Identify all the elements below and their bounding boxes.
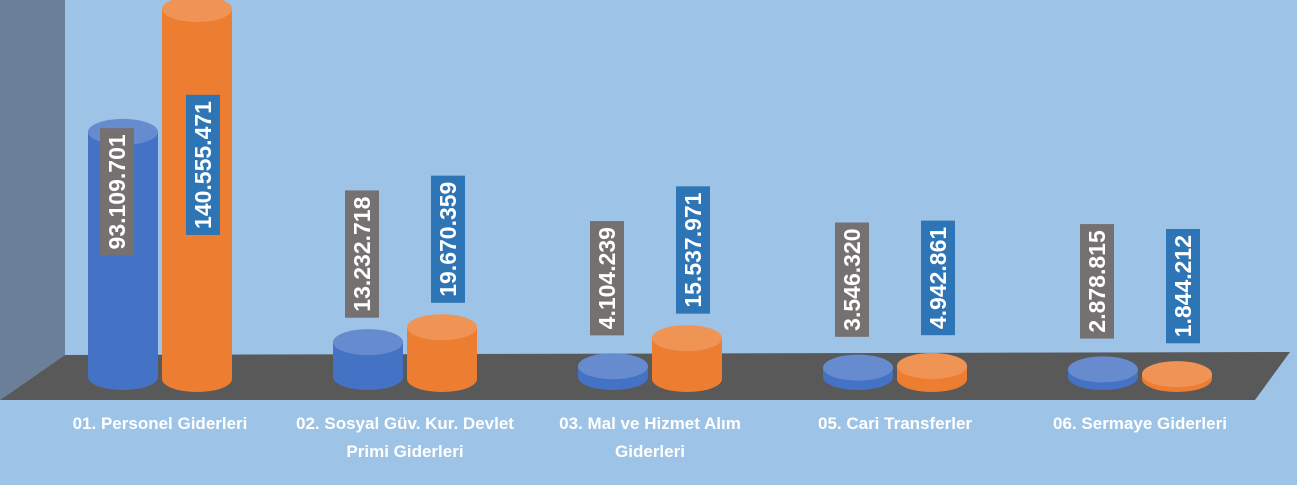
data-label-text: 4.104.239 <box>594 227 620 329</box>
data-label-box <box>100 128 134 256</box>
cylinder <box>897 352 967 392</box>
data-label: 19.670.359 <box>431 175 465 303</box>
data-label-text: 19.670.359 <box>435 182 461 297</box>
data-label-box <box>186 94 220 235</box>
data-label-text: 2.878.815 <box>1084 230 1110 333</box>
data-label-text: 15.537.971 <box>680 192 706 307</box>
data-label: 1.844.212 <box>1166 228 1200 344</box>
data-label-box <box>590 221 624 336</box>
cylinder-top <box>578 353 648 380</box>
cylinder-top <box>652 325 722 352</box>
data-label-text: 1.844.212 <box>1170 235 1196 337</box>
x-tick-label-box: 03. Mal ve Hizmet Alım Giderleri <box>559 414 741 461</box>
data-label-box <box>676 186 710 314</box>
x-tick-label: 06. Sermaye Giderleri <box>1053 414 1227 433</box>
data-label-text: 3.546.320 <box>839 229 865 331</box>
cylinder <box>652 325 722 392</box>
data-label-box <box>835 222 869 337</box>
data-label-text: 140.555.471 <box>190 101 216 229</box>
data-label: 3.546.320 <box>835 222 869 337</box>
x-tick-label: 03. Mal ve Hizmet Alım Giderleri <box>559 414 741 461</box>
data-label: 13.232.718 <box>345 190 379 318</box>
cylinder <box>1142 361 1212 392</box>
data-label: 93.109.701 <box>100 128 134 256</box>
cylinder-top <box>407 314 477 341</box>
data-label: 15.537.971 <box>676 186 710 314</box>
x-tick-label-box: 05. Cari Transferler <box>817 414 973 433</box>
cylinder <box>578 353 648 390</box>
data-label-text: 93.109.701 <box>104 134 130 249</box>
x-tick-label-box: 01. Personel Giderleri <box>72 414 248 433</box>
data-label-box <box>345 190 379 318</box>
cylinder-top <box>333 329 403 356</box>
cylinder-top <box>897 352 967 379</box>
cylinder-top <box>1142 361 1212 388</box>
data-label-box <box>431 175 465 303</box>
x-tick-label: 02. Sosyal Güv. Kur. Devlet Primi Giderl… <box>296 414 514 461</box>
data-label-box <box>1166 228 1200 344</box>
cylinder-top <box>823 354 893 381</box>
data-label: 4.942.861 <box>921 220 955 336</box>
data-label-text: 13.232.718 <box>349 196 375 311</box>
data-label: 4.104.239 <box>590 221 624 336</box>
data-label: 2.878.815 <box>1080 224 1114 339</box>
data-label-text: 4.942.861 <box>925 227 951 330</box>
cylinder <box>333 329 403 390</box>
x-tick-label-box: 02. Sosyal Güv. Kur. Devlet Primi Giderl… <box>296 414 514 461</box>
x-tick-label-box: 06. Sermaye Giderleri <box>1053 414 1227 433</box>
back-wall <box>0 0 65 400</box>
data-label-box <box>1080 224 1114 339</box>
cylinder <box>1068 356 1138 390</box>
x-tick-label: 01. Personel Giderleri <box>72 414 248 433</box>
cylinder-top <box>1068 356 1138 383</box>
data-label-box <box>921 220 955 336</box>
cylinder-top <box>162 0 232 22</box>
cylinder <box>407 314 477 392</box>
data-label: 140.555.471 <box>186 94 220 235</box>
cylinder <box>823 354 893 390</box>
x-tick-label: 05. Cari Transferler <box>817 414 973 433</box>
